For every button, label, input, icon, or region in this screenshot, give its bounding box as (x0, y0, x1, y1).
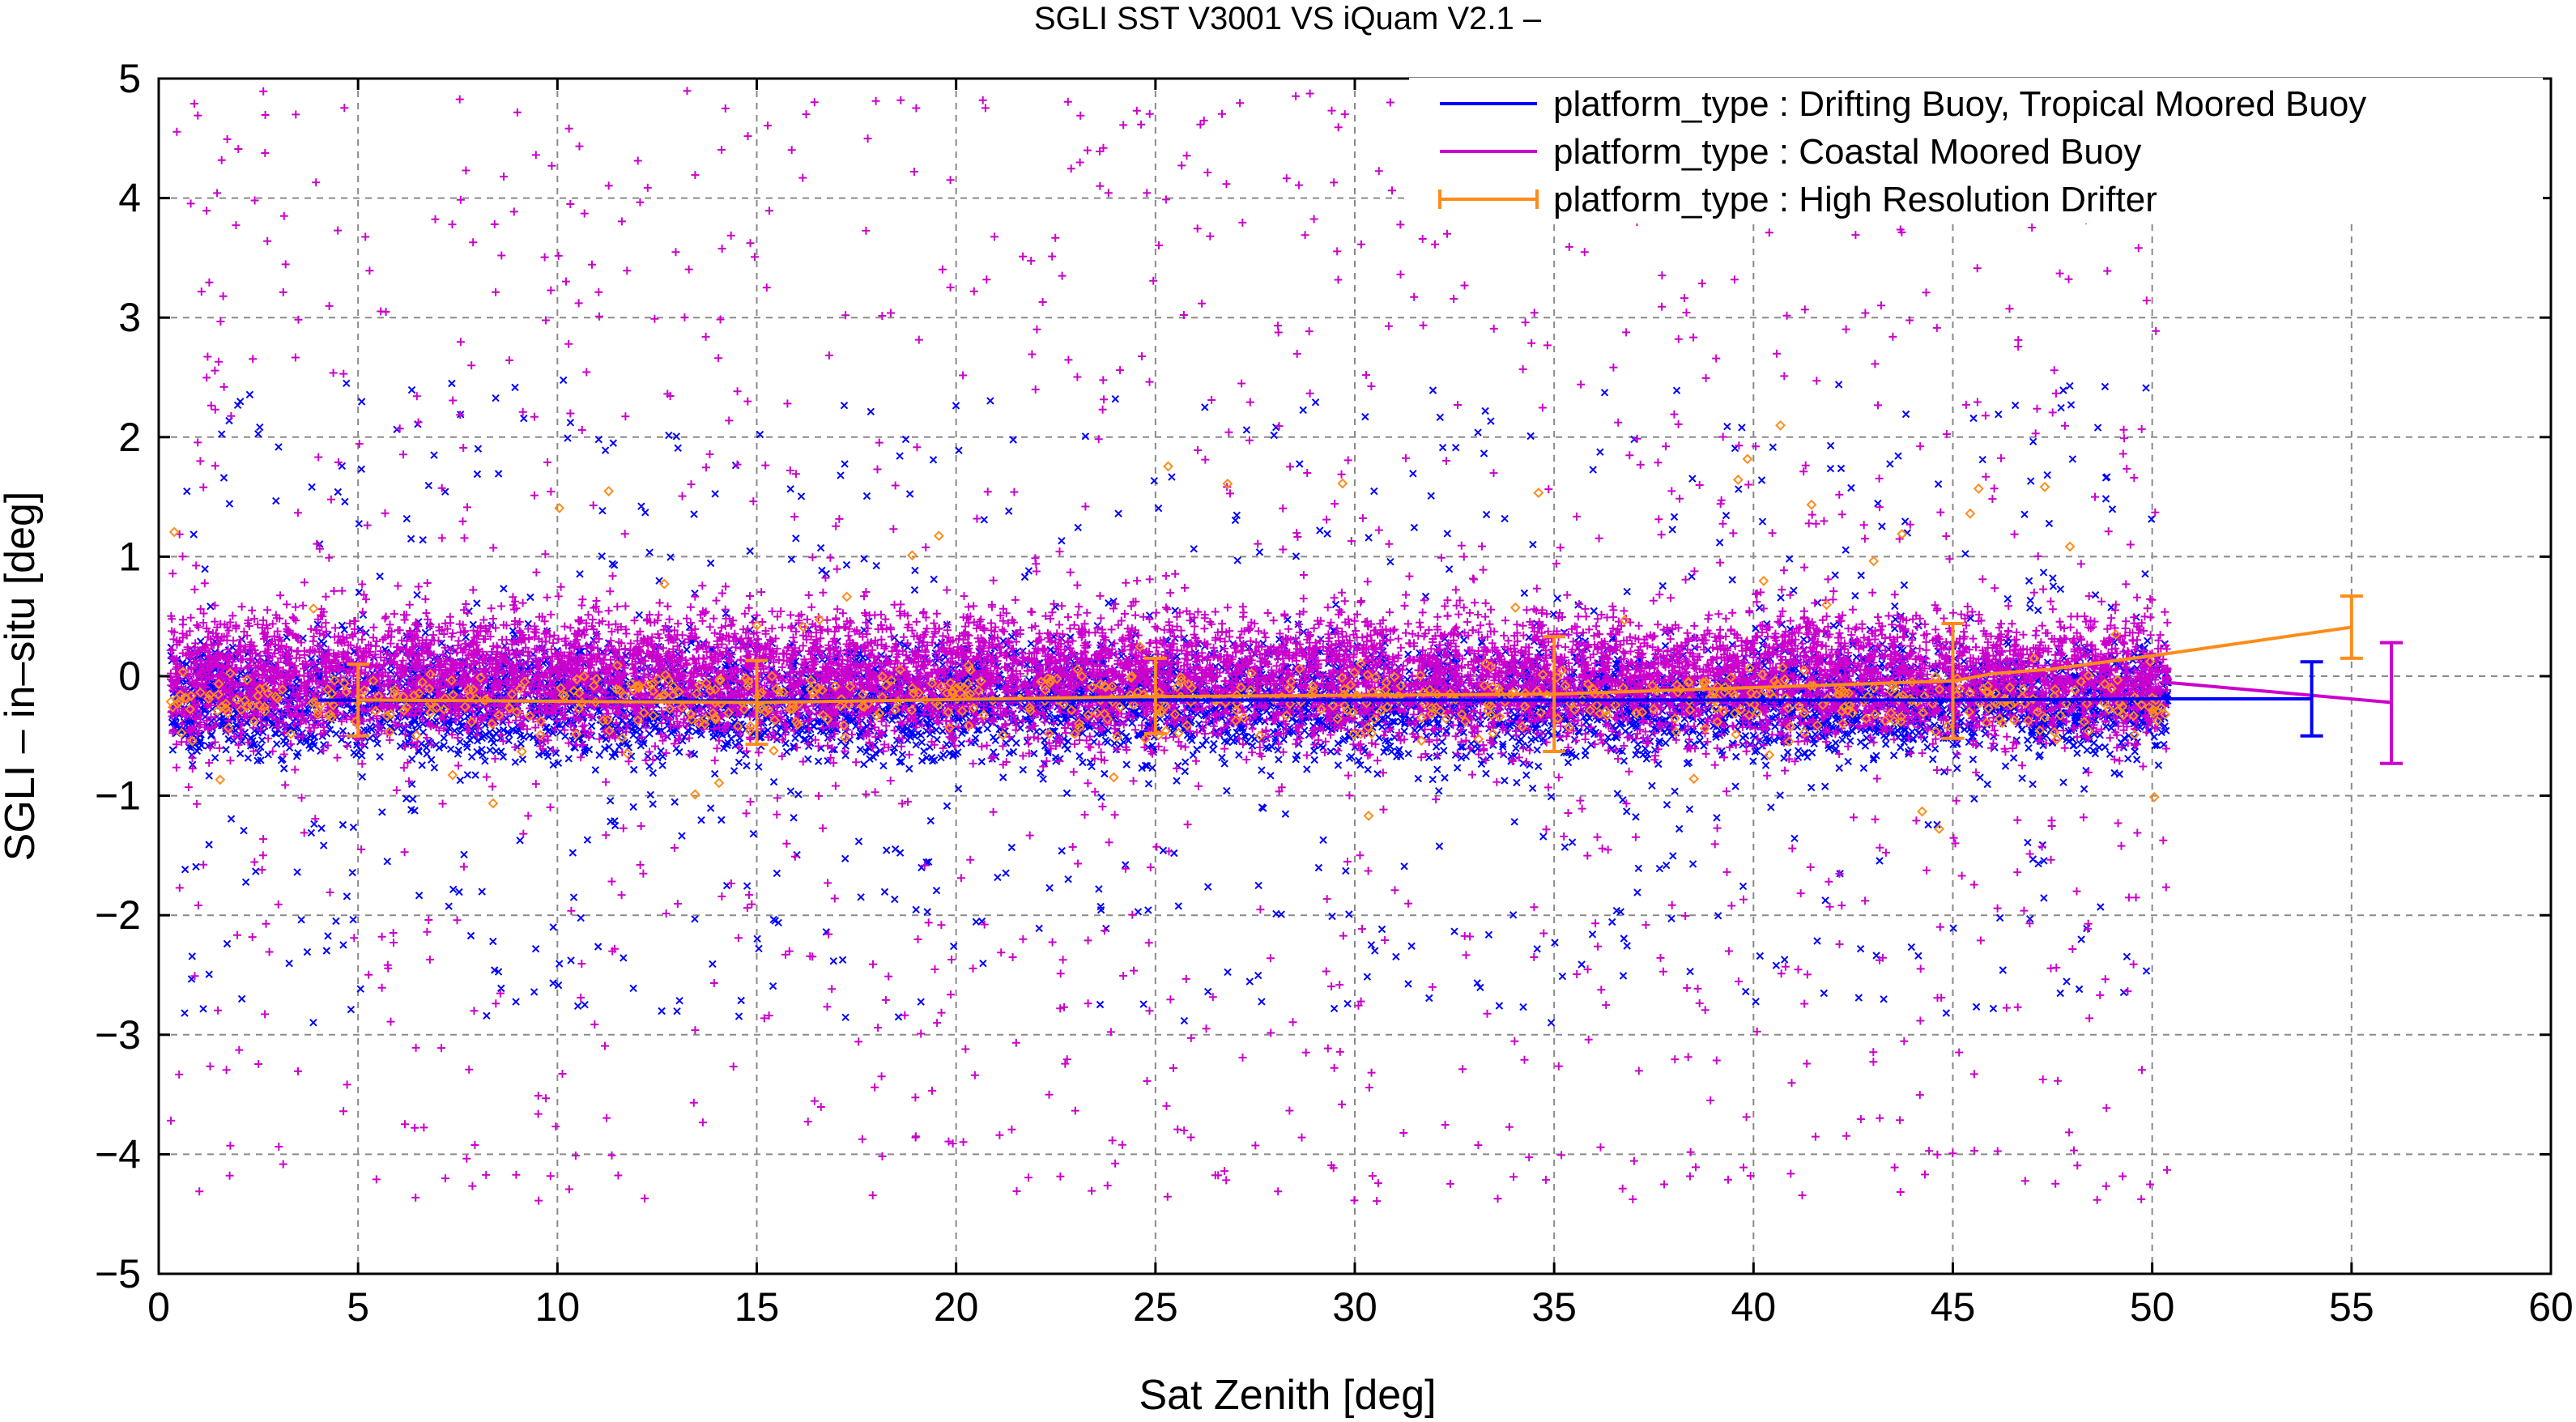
y-tick-label: 4 (118, 176, 141, 221)
legend-label-coastal-moored-buoy: platform_type : Coastal Moored Buoy (1553, 132, 2141, 172)
error-bar (745, 658, 769, 747)
x-tick-label: 20 (934, 1284, 979, 1330)
error-bars (347, 594, 2404, 765)
y-tick-label: −5 (95, 1251, 141, 1296)
x-tick-label: 60 (2528, 1284, 2574, 1330)
error-bar (1143, 656, 1167, 735)
x-tick-label: 30 (1332, 1284, 1377, 1330)
x-tick-label: 0 (147, 1284, 170, 1330)
x-tick-label: 15 (734, 1284, 780, 1330)
legend-entry-coastal-moored-buoy: platform_type : Coastal Moored Buoy (1440, 132, 2141, 172)
scatter-marks (165, 419, 2171, 835)
legend-entry-drifting-buoy: platform_type : Drifting Buoy, Tropical … (1440, 84, 2366, 124)
y-tick-label: 0 (118, 654, 141, 699)
x-tick-label: 25 (1133, 1284, 1178, 1330)
x-tick-label: 55 (2329, 1284, 2374, 1330)
x-tick-label: 35 (1531, 1284, 1577, 1330)
y-tick-labels: −5 −4 −3 −2 −1 0 1 2 3 4 5 (95, 56, 141, 1296)
y-axis-title: SGLI – in–situ [deg] (0, 492, 44, 862)
x-tick-labels: 0 5 10 15 20 25 30 35 40 45 50 55 60 (147, 1284, 2574, 1330)
mean-line (2164, 680, 2392, 705)
legend-entry-high-resolution-drifter: platform_type : High Resolution Drifter (1438, 180, 2157, 219)
x-tick-label: 10 (535, 1284, 581, 1330)
error-bar (2380, 641, 2404, 765)
x-axis-title: Sat Zenith [deg] (1139, 1372, 1436, 1419)
chart-title: SGLI SST V3001 VS iQuam V2.1 – (1034, 1, 1542, 36)
y-tick-label: −1 (95, 773, 141, 819)
x-tick-label: 50 (2130, 1284, 2175, 1330)
scatter-series (165, 419, 2171, 835)
y-tick-label: 5 (118, 56, 141, 101)
y-tick-label: −4 (95, 1131, 141, 1177)
y-tick-label: 3 (118, 295, 141, 340)
error-bar (1941, 622, 1965, 740)
x-tick-label: 45 (1931, 1284, 1976, 1330)
legend: platform_type : Drifting Buoy, Tropical … (1409, 78, 2543, 224)
scatter-points (165, 87, 2173, 1206)
y-tick-label: 1 (118, 534, 141, 579)
y-tick-label: 2 (118, 415, 141, 460)
x-tick-label: 40 (1731, 1284, 1777, 1330)
error-bar (2340, 594, 2363, 660)
y-tick-label: −3 (95, 1012, 141, 1058)
legend-background (1409, 78, 2543, 224)
x-tick-label: 5 (347, 1284, 369, 1330)
error-bar (347, 662, 370, 738)
legend-label-drifting-buoy: platform_type : Drifting Buoy, Tropical … (1553, 84, 2366, 124)
y-tick-label: −2 (95, 892, 141, 938)
error-bar (1543, 635, 1566, 753)
error-bar (2300, 660, 2323, 738)
legend-label-high-resolution-drifter: platform_type : High Resolution Drifter (1553, 180, 2157, 219)
